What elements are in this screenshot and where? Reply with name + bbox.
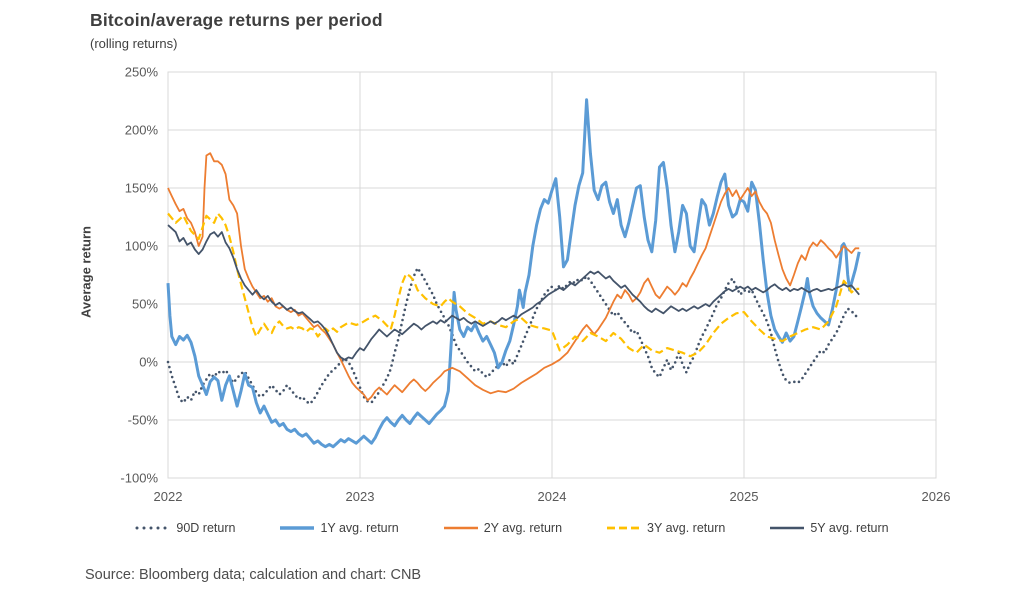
legend-item-2y-avg-return: 2Y avg. return xyxy=(443,521,562,535)
y-axis-tick-label: 250% xyxy=(125,65,159,80)
chart-subtitle: (rolling returns) xyxy=(90,36,178,51)
legend-item-1y-avg-return: 1Y avg. return xyxy=(279,521,399,535)
legend-label-1y-avg-return: 1Y avg. return xyxy=(320,521,399,535)
y-axis-tick-label: 100% xyxy=(125,239,159,254)
legend-item-90d-return: 90D return xyxy=(135,521,235,535)
legend-label-2y-avg-return: 2Y avg. return xyxy=(483,521,563,535)
legend-marker-5y-line-icon xyxy=(770,526,805,530)
x-axis-tick-label: 2022 xyxy=(154,489,183,504)
legend-label-3y-avg-return: 3Y avg. return xyxy=(647,521,726,535)
legend-item-3y-avg-return: 3Y avg. return xyxy=(606,521,725,535)
legend-label-90d-return: 90D return xyxy=(176,521,236,535)
chart-title: Bitcoin/average returns per period xyxy=(90,10,383,30)
x-axis-tick-label: 2023 xyxy=(346,489,375,504)
legend-item-5y-avg-return: 5Y avg. return xyxy=(769,521,889,535)
legend-marker-3y-dashed-line-icon xyxy=(607,526,642,530)
y-axis-tick-label: -100% xyxy=(120,471,158,486)
y-axis-tick-label: -50% xyxy=(128,413,159,428)
y-axis-tick-label: 150% xyxy=(125,181,159,196)
y-axis-tick-label: 200% xyxy=(125,123,159,138)
legend-marker-1y-line-icon xyxy=(280,526,315,530)
legend-marker-90d-dotted-line-icon xyxy=(135,526,171,530)
series-line-5y-avg-return xyxy=(167,224,860,361)
y-axis-tick-label: 0% xyxy=(139,355,158,370)
legend-marker-2y-line-icon xyxy=(443,526,478,530)
series-line-2y-avg-return xyxy=(167,152,860,402)
x-axis-tick-label: 2025 xyxy=(730,489,759,504)
plot-border xyxy=(167,71,937,479)
y-axis-tick-label: 50% xyxy=(132,297,158,312)
x-axis-tick-label: 2024 xyxy=(538,489,567,504)
source-attribution: Source: Bloomberg data; calculation and … xyxy=(85,567,422,583)
chart-legend: 90D return 1Y avg. return 2Y avg. return… xyxy=(0,521,1024,535)
series-line-90d-return xyxy=(166,266,861,406)
series-line-3y-avg-return xyxy=(167,212,860,358)
legend-label-5y-avg-return: 5Y avg. return xyxy=(810,521,889,535)
series-line-1y-avg-return xyxy=(166,98,861,449)
x-axis-tick-label: 2026 xyxy=(922,489,951,504)
